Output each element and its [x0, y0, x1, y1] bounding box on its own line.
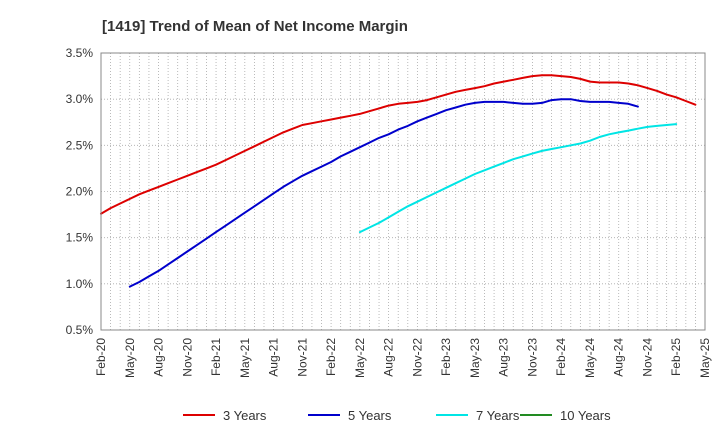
x-tick-label: May-21 [238, 338, 252, 378]
x-axis-ticks: Feb-20 May-20 Aug-20 Nov-20 Feb-21 May-21 Aug-… [94, 338, 712, 378]
series-lines [100, 74, 697, 288]
x-tick-label: Feb-20 [94, 338, 108, 376]
plot-frame [100, 52, 706, 331]
x-tick-label: Aug-20 [152, 338, 166, 377]
y-tick-label: 2.0% [66, 185, 94, 199]
y-tick-label: 1.0% [66, 277, 94, 291]
x-tick-label: Feb-23 [439, 338, 453, 376]
x-tick-label: May-22 [353, 338, 367, 378]
x-tick-label: May-20 [123, 338, 137, 378]
legend-label: 5 Years [348, 408, 392, 423]
x-tick-label: May-23 [468, 338, 482, 378]
y-tick-label: 3.0% [66, 92, 94, 106]
x-tick-label: Aug-24 [612, 338, 626, 377]
grid [101, 53, 705, 330]
y-axis-ticks: 0.5% 1.0% 1.5% 2.0% 2.5% 3.0% 3.5% [66, 46, 94, 337]
chart-title: [1419] Trend of Mean of Net Income Margi… [102, 18, 408, 35]
x-tick-label: Nov-23 [525, 338, 539, 377]
series-line-5-years [128, 98, 639, 288]
x-tick-label: Nov-22 [410, 338, 424, 377]
x-tick-label: May-25 [698, 338, 712, 378]
x-tick-label: Nov-24 [640, 338, 654, 377]
x-tick-label: Feb-22 [324, 338, 338, 376]
x-tick-label: Aug-23 [497, 338, 511, 377]
x-tick-label: Feb-21 [209, 338, 223, 376]
y-tick-label: 3.5% [66, 46, 94, 60]
legend-label: 10 Years [560, 408, 611, 423]
legend-label: 3 Years [223, 408, 267, 423]
x-tick-label: Nov-21 [295, 338, 309, 377]
series-line-7-years [358, 123, 678, 234]
series-line-3-years [100, 74, 697, 215]
x-tick-label: Aug-22 [382, 338, 396, 377]
x-tick-label: Feb-25 [669, 338, 683, 376]
x-tick-label: Feb-24 [554, 338, 568, 376]
x-tick-label: Nov-20 [180, 338, 194, 377]
legend: 3 Years 5 Years 7 Years 10 Years [183, 408, 611, 423]
y-tick-label: 2.5% [66, 138, 94, 152]
x-tick-label: Aug-21 [267, 338, 281, 377]
y-tick-label: 1.5% [66, 231, 94, 245]
x-tick-label: May-24 [583, 338, 597, 378]
legend-label: 7 Years [476, 408, 520, 423]
y-tick-label: 0.5% [66, 323, 94, 337]
